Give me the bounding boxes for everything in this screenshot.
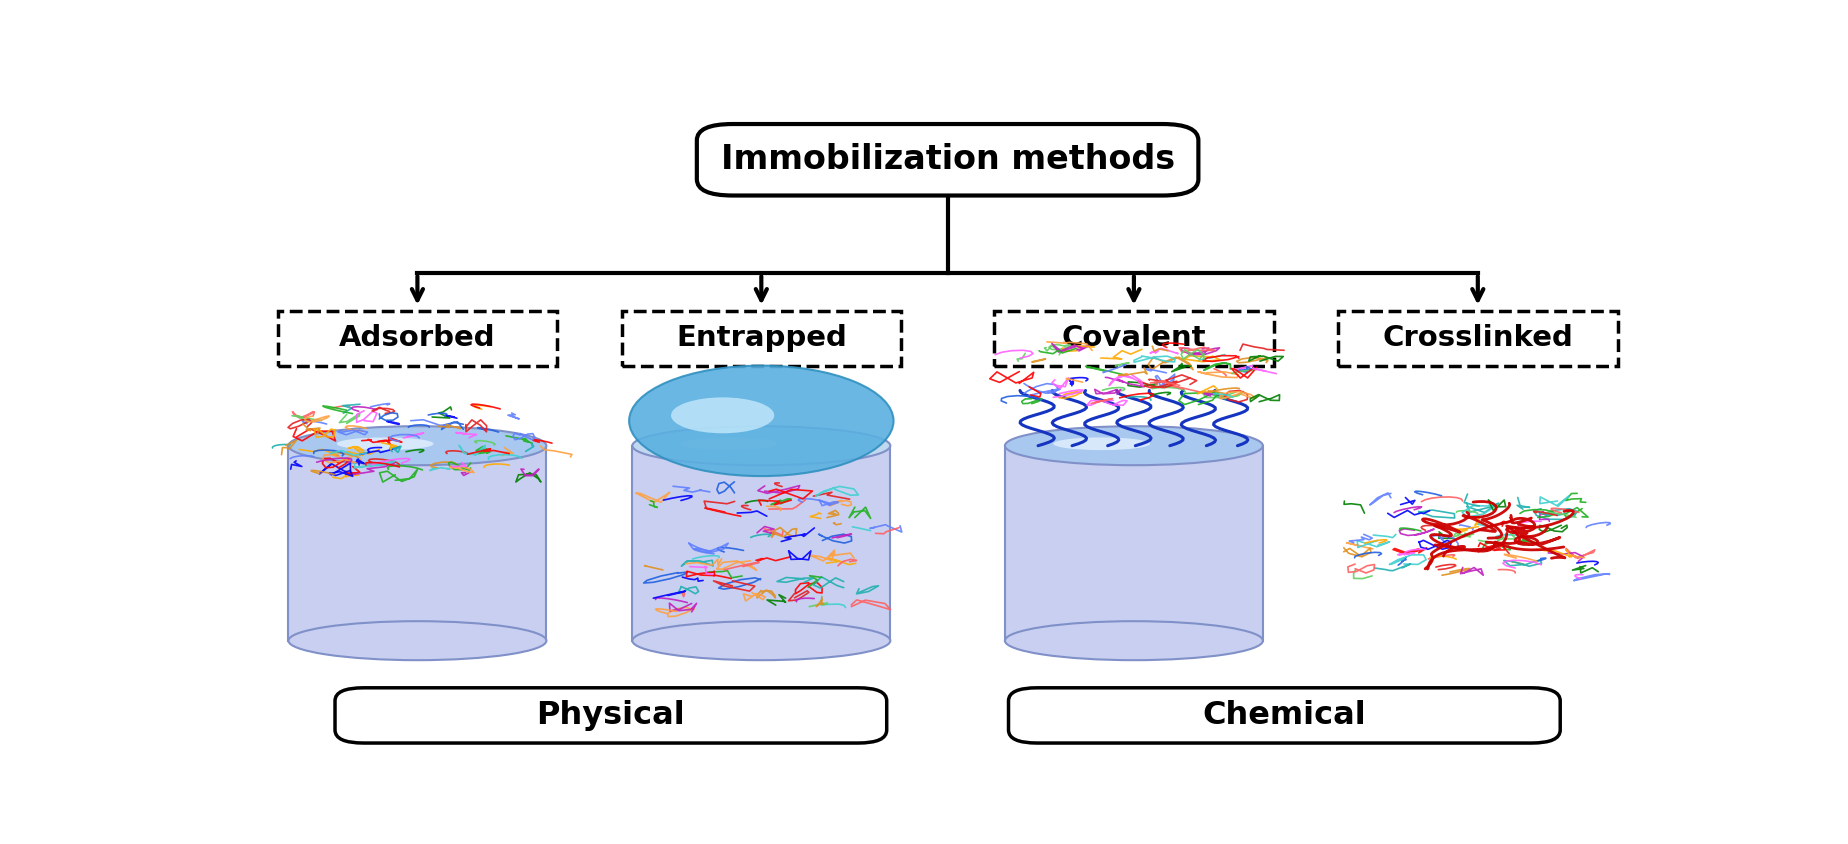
FancyBboxPatch shape [1338,311,1617,366]
FancyBboxPatch shape [277,311,556,366]
Text: Covalent: Covalent [1061,324,1205,353]
Text: Adsorbed: Adsorbed [338,324,495,353]
FancyBboxPatch shape [697,124,1198,196]
Ellipse shape [288,426,547,465]
Polygon shape [632,446,891,641]
Ellipse shape [1053,437,1149,450]
FancyBboxPatch shape [994,311,1273,366]
Text: Crosslinked: Crosslinked [1382,324,1573,353]
Text: Entrapped: Entrapped [676,324,846,353]
Ellipse shape [632,621,891,660]
Polygon shape [1005,446,1262,641]
Ellipse shape [632,426,891,465]
Ellipse shape [628,365,893,476]
Text: Chemical: Chemical [1201,700,1366,731]
Ellipse shape [288,621,547,660]
FancyBboxPatch shape [334,688,887,743]
Ellipse shape [336,437,432,450]
Ellipse shape [680,437,776,450]
Ellipse shape [1005,426,1262,465]
Ellipse shape [1005,621,1262,660]
Polygon shape [288,446,547,641]
Text: Immobilization methods: Immobilization methods [721,143,1173,176]
FancyBboxPatch shape [621,311,900,366]
FancyBboxPatch shape [1007,688,1560,743]
Text: Physical: Physical [536,700,686,731]
Ellipse shape [671,398,774,433]
